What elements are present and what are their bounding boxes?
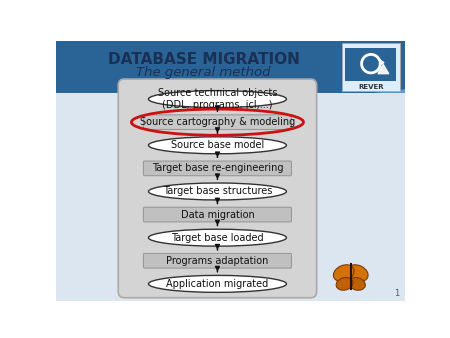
Text: Target base re-engineering: Target base re-engineering [152, 163, 283, 173]
Text: The general method: The general method [136, 66, 271, 79]
Text: Programs adaptation: Programs adaptation [166, 256, 269, 266]
Ellipse shape [349, 277, 365, 290]
Ellipse shape [333, 265, 354, 282]
Ellipse shape [148, 137, 287, 154]
FancyBboxPatch shape [345, 48, 396, 80]
Ellipse shape [336, 277, 353, 290]
Ellipse shape [148, 183, 287, 200]
Text: 1: 1 [394, 289, 400, 298]
Ellipse shape [148, 275, 287, 292]
Text: DATABASE MIGRATION: DATABASE MIGRATION [108, 52, 299, 67]
Text: Source base model: Source base model [171, 140, 264, 150]
Ellipse shape [148, 91, 287, 107]
FancyBboxPatch shape [144, 254, 292, 268]
Ellipse shape [347, 265, 368, 282]
PathPatch shape [56, 89, 405, 131]
FancyBboxPatch shape [118, 79, 317, 298]
Ellipse shape [148, 229, 287, 246]
FancyBboxPatch shape [144, 207, 292, 222]
Text: REVER: REVER [358, 84, 384, 90]
Text: Source technical objects
(DDL, programs, jcl,...): Source technical objects (DDL, programs,… [158, 88, 277, 110]
Text: Source cartography & modeling: Source cartography & modeling [140, 117, 295, 127]
Text: Target base structures: Target base structures [163, 187, 272, 196]
FancyBboxPatch shape [56, 93, 405, 301]
Text: Application migrated: Application migrated [166, 279, 269, 289]
FancyBboxPatch shape [342, 43, 400, 91]
Text: Target base loaded: Target base loaded [171, 233, 264, 243]
FancyBboxPatch shape [144, 161, 292, 176]
FancyBboxPatch shape [144, 115, 292, 129]
FancyBboxPatch shape [56, 41, 405, 93]
Polygon shape [378, 65, 389, 74]
Text: Data migration: Data migration [180, 210, 254, 220]
